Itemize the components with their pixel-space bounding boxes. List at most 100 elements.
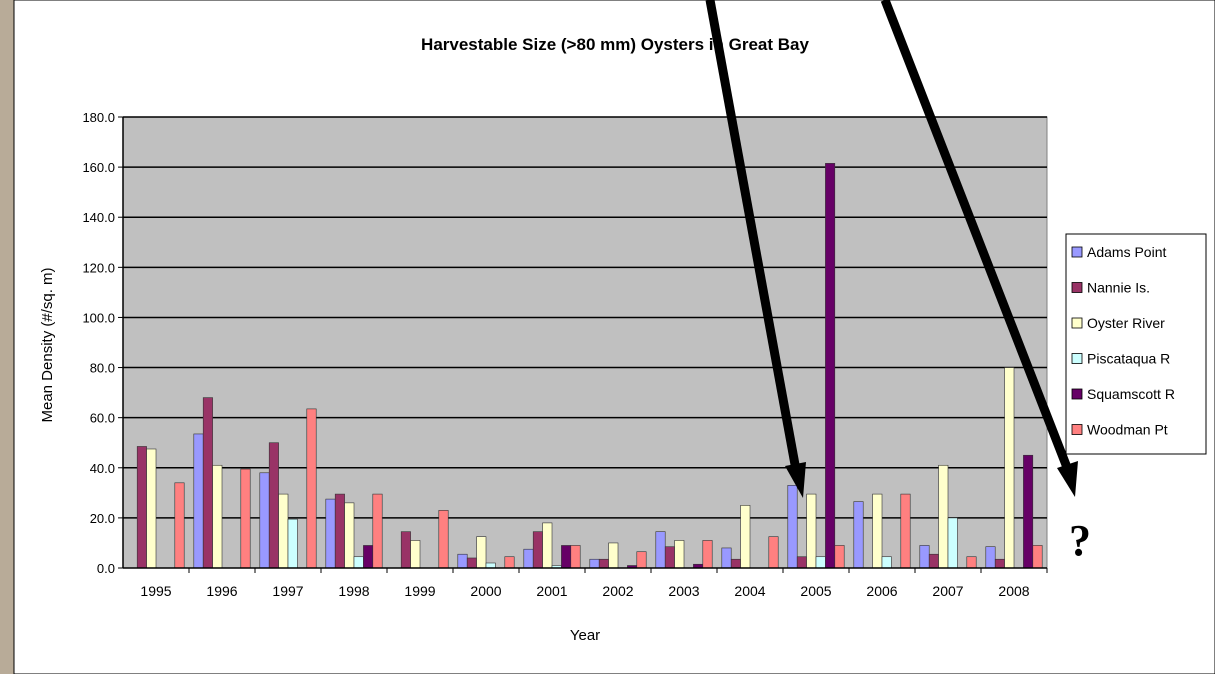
bar-adams-point-2004 [721,547,732,569]
bar-adams-point-2007 [919,545,930,569]
bar-piscataqua-r-2007 [947,517,958,569]
bar-adams-point-1997 [259,472,270,569]
bar-woodman-pt-2001 [570,545,581,569]
bar-squamscott-r-1998 [363,545,374,569]
x-tick-label: 2006 [866,583,897,599]
legend-swatch [1071,246,1083,258]
y-tick-label: 160.0 [82,160,115,175]
y-tick-label: 60.0 [90,411,115,426]
legend-label: Adams Point [1087,244,1166,260]
x-axis-tick-labels: 1995 1996 1997 1998 1999 2000 2001 2002 2003 2004… [140,583,1029,599]
legend-swatch [1071,353,1083,364]
bar-nannie-is-2001 [532,531,543,569]
bar-adams-point-2002 [589,558,600,569]
bar-piscataqua-r-2000 [485,562,496,569]
bar-nannie-is-1995 [136,446,147,569]
bar-nannie-is-2004 [730,558,741,569]
bar-adams-point-2008 [985,546,996,569]
slide-background-left [0,0,14,674]
bar-squamscott-r-2001 [561,545,572,569]
x-axis-title: Year [570,627,600,644]
legend-swatch [1071,388,1083,400]
bar-woodman-pt-2008 [1032,545,1043,569]
x-tick-label: 1998 [338,583,369,599]
bar-woodman-pt-1997 [306,408,317,569]
x-tick-label: 2004 [734,583,765,599]
gridlines [118,116,1047,569]
bar-nannie-is-1998 [334,493,345,569]
legend-items: Adams Point Nannie Is. Oyster River Piscata… [1071,244,1175,438]
bar-woodman-pt-2007 [966,556,977,569]
bar-oyster-river-1997 [278,493,289,569]
legend-label: Oyster River [1087,315,1165,331]
arrow-to-2005 [705,0,801,471]
bar-nannie-is-1997 [268,442,279,569]
bar-oyster-river-1999 [410,540,421,569]
bar-oyster-river-2000 [476,536,487,569]
legend-swatch [1071,282,1083,293]
bars [136,163,1048,573]
arrow-to-2009 [880,0,1073,472]
bar-woodman-pt-2004 [768,536,779,569]
arrowhead-2009 [1057,461,1078,497]
x-tick-label: 2005 [800,583,831,599]
question-mark-annotation: ? [1069,516,1091,565]
bar-nannie-is-2008 [994,558,1005,569]
x-tick-label: 2003 [668,583,699,599]
bar-oyster-river-1995 [146,448,157,569]
bar-adams-point-2005 [787,485,798,569]
legend-swatch [1071,424,1083,435]
legend-label: Piscataqua R [1087,351,1170,367]
y-tick-label: 80.0 [90,361,115,376]
x-tick-label: 2002 [602,583,633,599]
bar-adams-point-2000 [457,553,468,569]
arrowhead-2005 [785,462,806,498]
y-tick-label: 20.0 [90,511,115,526]
bar-piscataqua-r-1998 [353,556,364,569]
bar-adams-point-2006 [853,501,864,569]
bar-adams-point-1996 [193,433,204,569]
bar-piscataqua-r-2005 [815,556,826,569]
bar-nannie-is-1999 [400,531,411,569]
x-tick-label: 1995 [140,583,171,599]
legend-swatch [1071,317,1083,329]
bar-woodman-pt-1999 [438,510,449,569]
x-tick-label: 1999 [404,583,435,599]
y-axis-title: Mean Density (#/sq. m) [39,267,56,422]
x-tick-label: 2000 [470,583,501,599]
bar-nannie-is-2002 [598,558,609,569]
legend-label: Nannie Is. [1087,280,1150,296]
x-tick-label: 1997 [272,583,303,599]
y-tick-label: 140.0 [82,210,115,225]
bar-piscataqua-r-1997 [287,518,298,569]
bar-oyster-river-2007 [938,464,949,569]
chart-title: Harvestable Size (>80 mm) Oysters in Gre… [421,35,809,54]
bar-adams-point-2001 [523,548,534,569]
bar-oyster-river-2008 [1004,367,1015,569]
bar-oyster-river-2006 [872,493,883,569]
y-tick-label: 180.0 [82,110,115,125]
bar-nannie-is-2005 [796,556,807,569]
x-tick-label: 1996 [206,583,237,599]
y-axis-tick-labels: 0.0 20.0 40.0 60.0 80.0 100.0 120.0 140.0 160.0 1… [82,110,115,576]
bar-piscataqua-r-2006 [881,556,892,569]
y-tick-label: 120.0 [82,260,115,275]
bar-woodman-pt-2005 [834,545,845,569]
bar-oyster-river-2004 [740,505,751,569]
legend-label: Squamscott R [1087,386,1175,402]
bar-woodman-pt-2003 [702,540,713,569]
x-tick-label: 2008 [998,583,1029,599]
legend-box [1065,233,1207,455]
bar-squamscott-r-2008 [1023,454,1034,569]
x-tick-label: 2007 [932,583,963,599]
y-tick-label: 40.0 [90,461,115,476]
bar-oyster-river-2001 [542,522,553,569]
bar-oyster-river-1998 [344,502,355,569]
legend-label: Woodman Pt [1087,422,1168,438]
y-tick-label: 100.0 [82,310,115,325]
bar-adams-point-1998 [325,498,336,569]
y-tick-label: 0.0 [97,561,115,576]
bar-woodman-pt-1996 [240,468,251,569]
bar-nannie-is-1996 [202,397,213,569]
